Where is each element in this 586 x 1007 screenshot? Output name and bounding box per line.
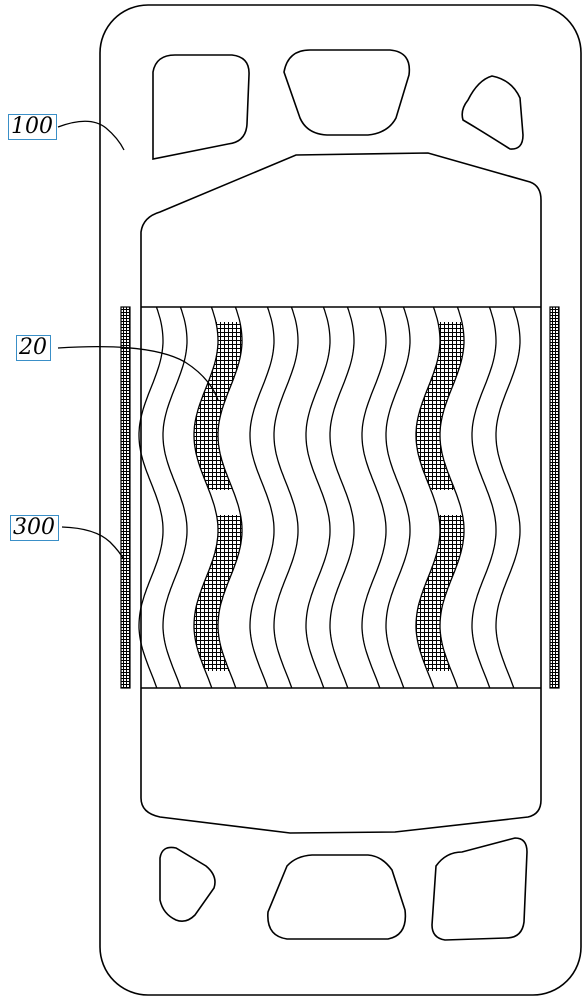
corrugation-line-12 — [439, 306, 465, 689]
hatched-channel-2-1 — [416, 322, 464, 490]
corrugation-line-3 — [193, 306, 219, 689]
port-top-right — [461, 75, 524, 150]
leader-line-300 — [61, 526, 125, 561]
hatched-channel-2-2 — [416, 515, 464, 671]
corrugation-line-9 — [361, 306, 387, 689]
hatched-channel-1-2 — [194, 515, 242, 671]
label-100: 100 — [8, 114, 57, 140]
corrugation-line-6 — [273, 306, 299, 689]
gasket-strip-left — [120, 306, 131, 689]
corrugation-line-4 — [217, 306, 243, 689]
corrugation-line-8 — [329, 306, 355, 689]
port-bottom-left — [159, 846, 216, 922]
corrugation-line-11 — [415, 306, 441, 689]
outer-plate — [99, 4, 582, 996]
heat-transfer-area — [140, 152, 542, 834]
corrugation-line-13 — [471, 306, 497, 689]
corrugation-line-5 — [249, 306, 275, 689]
gasket-strip-right — [549, 306, 560, 689]
port-top-center — [283, 49, 411, 136]
corrugation-line-2 — [162, 306, 188, 689]
port-bottom-right — [431, 837, 528, 941]
leader-line-20 — [57, 345, 219, 401]
corrugation-line-10 — [385, 306, 411, 689]
label-300: 300 — [10, 515, 59, 541]
leader-line-100 — [57, 120, 125, 151]
corrugated-channels — [138, 306, 521, 689]
hatched-channel-1-1 — [194, 322, 242, 490]
port-bottom-center — [267, 854, 407, 940]
corrugation-line-7 — [305, 306, 331, 689]
port-top-left — [152, 54, 250, 160]
corrugation-line-1 — [138, 306, 164, 689]
label-20: 20 — [16, 335, 51, 361]
corrugation-line-14 — [495, 306, 521, 689]
